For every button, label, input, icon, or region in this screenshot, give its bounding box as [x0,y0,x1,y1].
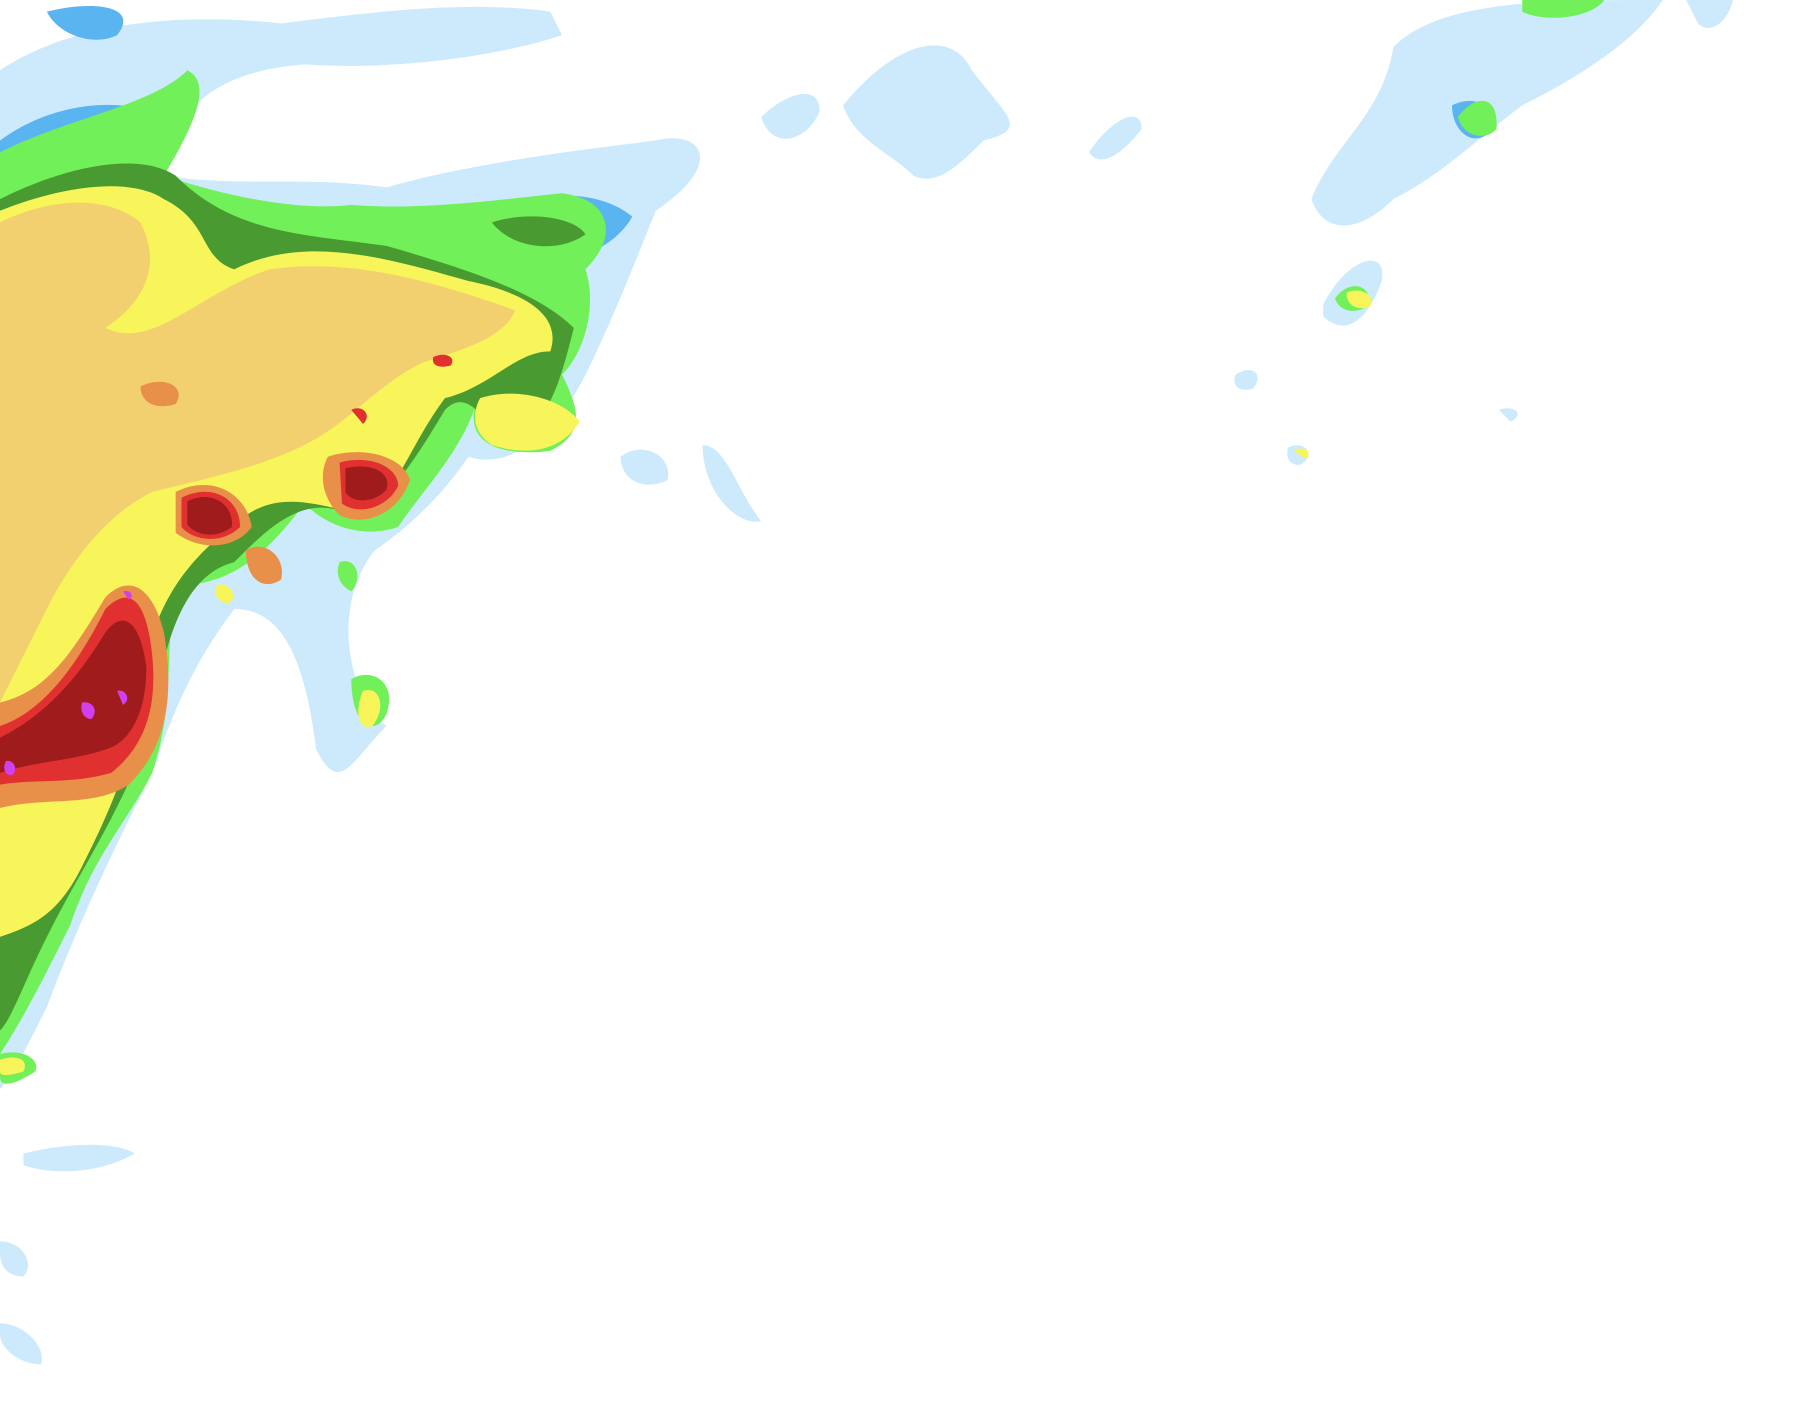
layer-extreme [4,590,132,776]
layer-heavy [0,202,516,703]
layer-severe [0,466,388,773]
